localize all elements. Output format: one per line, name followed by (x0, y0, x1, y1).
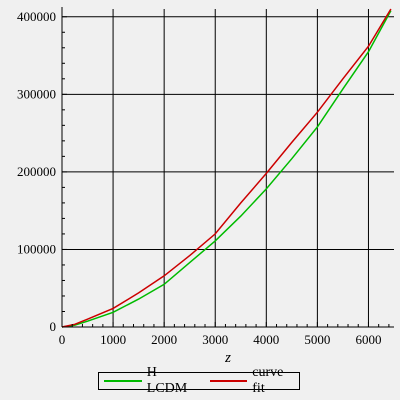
x-axis-label: z (224, 350, 231, 366)
y-tick-label: 300000 (17, 86, 56, 101)
x-tick-label: 0 (59, 332, 66, 347)
x-tick-label: 6000 (355, 332, 381, 347)
series-lines (61, 8, 392, 328)
legend: H LCDM curve fit (98, 365, 300, 396)
y-tick-label: 0 (50, 319, 57, 334)
series-line-1 (61, 8, 392, 328)
x-tick-label: 1000 (100, 332, 126, 347)
x-tick-label: 4000 (253, 332, 279, 347)
legend-swatch-curve-fit (209, 380, 248, 382)
y-tick-label: 200000 (17, 164, 56, 179)
legend-label-curve-fit: curve fit (252, 365, 284, 396)
x-tick-label: 3000 (202, 332, 228, 347)
x-tick-label: 5000 (304, 332, 330, 347)
legend-label-h-lcdm: H LCDM (146, 365, 188, 396)
series-line-0 (61, 10, 392, 328)
tick-labels: 0 1000 2000 3000 4000 5000 6000 0 100000 200000 30… (17, 9, 381, 347)
x-tick-label: 2000 (151, 332, 177, 347)
y-tick-label: 400000 (17, 9, 56, 24)
legend-swatch-h-lcdm (104, 380, 142, 382)
axes (61, 7, 394, 328)
y-tick-label: 100000 (17, 241, 56, 256)
grid-lines (62, 9, 394, 327)
legend-entry-curve-fit: curve fit (205, 365, 300, 397)
legend-entry-h-lcdm: H LCDM (99, 365, 201, 397)
plot-background (62, 9, 394, 327)
